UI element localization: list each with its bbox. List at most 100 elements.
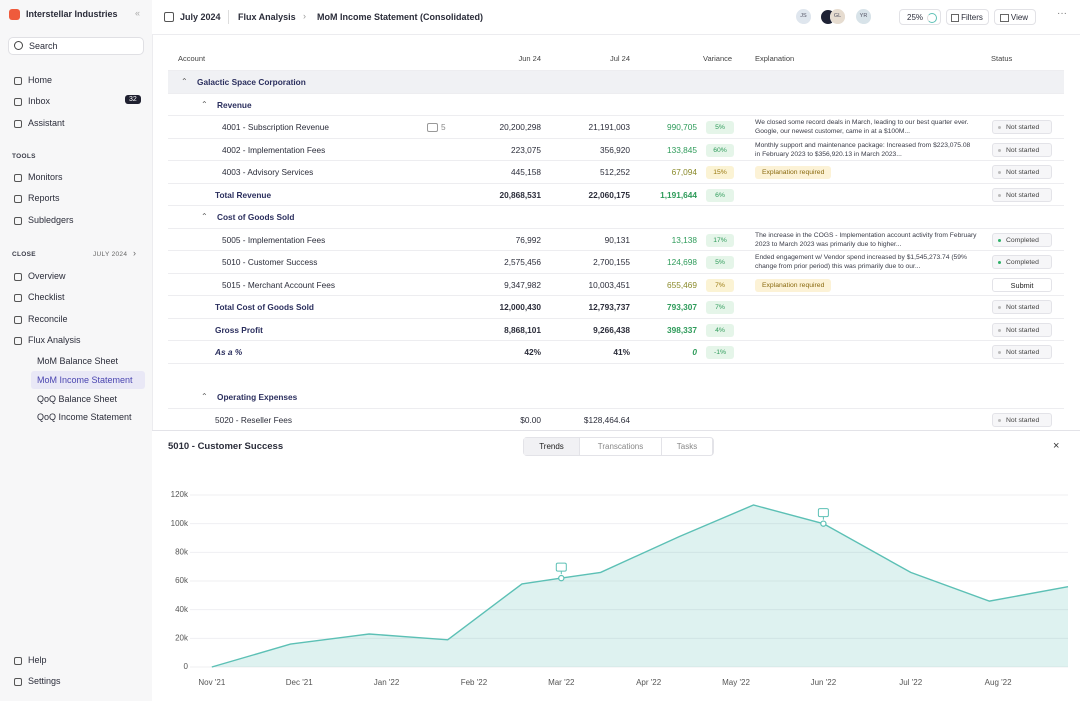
progress-ring [927, 13, 937, 23]
account-name[interactable]: Galactic Space Corporation [197, 77, 306, 87]
jun-value: 445,158 [511, 167, 541, 177]
table-row: Gross Profit 8,868,101 9,266,438 398,337 4% N… [168, 319, 1064, 341]
jul-value: 9,266,438 [593, 324, 630, 335]
status-dot [998, 148, 1001, 152]
variance-pct: -1% [706, 346, 734, 359]
breadcrumb[interactable]: July 2024 [180, 12, 221, 22]
explanation-required[interactable]: Explanation required [755, 166, 832, 179]
status-chip[interactable]: Completed [992, 232, 1052, 247]
account-name[interactable]: 4001 - Subscription Revenue [222, 122, 330, 132]
y-tick-label: 120k [171, 490, 189, 499]
nav-item[interactable]: Help [28, 655, 47, 665]
search-box[interactable]: Search [8, 37, 144, 55]
status-chip[interactable]: Not started [992, 300, 1052, 314]
variance-value: 133,845 [667, 144, 697, 155]
x-tick-label: Jul '22 [899, 678, 922, 687]
comment-marker[interactable] [555, 562, 567, 572]
nav-badge: 32 [125, 95, 141, 105]
explanation-required[interactable]: Explanation required [755, 278, 832, 292]
account-name[interactable]: Operating Expenses [217, 392, 298, 402]
explanation-text[interactable]: Ended engagement w/ Vendor spend increas… [755, 254, 967, 270]
comment-marker[interactable] [817, 508, 829, 518]
account-name[interactable]: Revenue [217, 99, 252, 110]
variance-value: 655,469 [667, 279, 697, 290]
submit-button[interactable]: Submit [992, 277, 1052, 292]
status-chip[interactable]: Not started [992, 165, 1052, 179]
nav-item[interactable]: Overview [28, 271, 66, 281]
account-name[interactable]: 5005 - Implementation Fees [222, 234, 326, 245]
tab[interactable]: Transcations [580, 438, 662, 455]
tab[interactable]: Tasks [662, 438, 713, 455]
column-header: Account [178, 54, 206, 63]
close-period[interactable]: JULY 2024 [93, 251, 128, 258]
account-name[interactable]: 4002 - Implementation Fees [222, 144, 326, 155]
nav-item[interactable]: Subledgers [28, 214, 74, 225]
nav-item[interactable]: Flux Analysis [28, 334, 81, 345]
filters-button[interactable]: Filters [946, 9, 989, 25]
explanation-text[interactable]: We closed some record deals in March, le… [755, 119, 969, 135]
table-row: 4002 - Implementation Fees 223,075 356,920… [168, 139, 1064, 161]
column-header: Jun 24 [518, 54, 541, 63]
nav-item[interactable]: Checklist [28, 292, 65, 303]
status-chip[interactable]: Not started [992, 187, 1052, 202]
nav-item[interactable]: Reports [28, 193, 60, 204]
account-name[interactable]: As a % [215, 347, 243, 357]
account-name[interactable]: 5020 - Reseller Fees [215, 414, 293, 425]
y-tick-label: 60k [175, 576, 189, 585]
account-name[interactable]: Total Revenue [215, 189, 272, 200]
explanation-text[interactable]: Monthly support and maintenance package:… [755, 141, 971, 158]
collapse-chevron: ⌃ [201, 99, 208, 109]
jul-value: $128,464.64 [583, 414, 630, 425]
variance-value: 13,138 [671, 234, 697, 245]
collapse-icon[interactable]: « [135, 8, 141, 18]
jun-value: 20,868,531 [499, 189, 541, 200]
nav-item[interactable]: Inbox [28, 96, 51, 107]
table-row: As a % 42% 41% 0 -1% Not started [168, 341, 1064, 364]
account-name[interactable]: 4003 - Advisory Services [222, 167, 314, 177]
nav-subitem[interactable]: MoM Balance Sheet [37, 356, 119, 366]
status-dot [998, 328, 1001, 332]
account-name[interactable]: Gross Profit [215, 324, 263, 335]
nav-icon [14, 657, 22, 665]
period-chevron: › [133, 248, 136, 258]
table-row: Total Revenue 20,868,531 22,060,175 1,191,6… [168, 184, 1064, 206]
view-button[interactable]: View [994, 9, 1036, 25]
progress-button[interactable]: 25% [899, 9, 941, 25]
jul-value: 22,060,175 [588, 189, 630, 200]
nav-subitem-active[interactable]: MoM Income Statement [31, 370, 145, 389]
nav-subitem[interactable]: QoQ Balance Sheet [37, 393, 118, 404]
account-name[interactable]: 5015 - Merchant Account Fees [222, 279, 335, 290]
org-name[interactable]: Interstellar Industries [26, 9, 118, 19]
comment-count[interactable]: 5 [441, 122, 446, 132]
jul-value: 512,252 [600, 167, 630, 177]
account-name[interactable]: 5010 - Customer Success [222, 257, 318, 267]
x-tick-label: Apr '22 [636, 678, 662, 687]
column-header: Jul 24 [609, 54, 630, 63]
status-chip[interactable]: Not started [992, 120, 1052, 134]
tab-bar [523, 437, 714, 456]
nav-subitem[interactable]: QoQ Income Statement [37, 412, 132, 423]
status-chip[interactable]: Not started [992, 345, 1052, 359]
variance-pct: 4% [706, 323, 734, 337]
nav-item[interactable]: Home [28, 75, 53, 85]
more-menu[interactable]: ··· [1057, 8, 1067, 19]
account-name[interactable]: Total Cost of Goods Sold [215, 302, 314, 312]
explanation-text[interactable]: The increase in the COGS - Implementatio… [755, 231, 977, 248]
view-label: View [1010, 13, 1029, 22]
nav-icon [14, 678, 22, 687]
nav-item[interactable]: Monitors [28, 172, 63, 182]
status-dot [998, 306, 1001, 309]
account-name[interactable]: Cost of Goods Sold [217, 212, 295, 222]
nav-item[interactable]: Reconcile [28, 313, 68, 324]
status-chip[interactable]: Not started [992, 142, 1052, 157]
breadcrumb[interactable]: Flux Analysis [238, 12, 296, 22]
status-chip[interactable]: Completed [992, 255, 1052, 269]
close-panel[interactable]: × [1053, 440, 1060, 452]
nav-item[interactable]: Assistant [28, 117, 65, 128]
nav-item[interactable]: Settings [28, 676, 61, 687]
jun-value: 12,000,430 [499, 302, 541, 312]
status-dot [998, 238, 1001, 242]
status-chip[interactable]: Not started [992, 322, 1052, 337]
tab-active[interactable]: Trends [524, 438, 580, 455]
status-chip[interactable]: Not started [992, 412, 1052, 427]
